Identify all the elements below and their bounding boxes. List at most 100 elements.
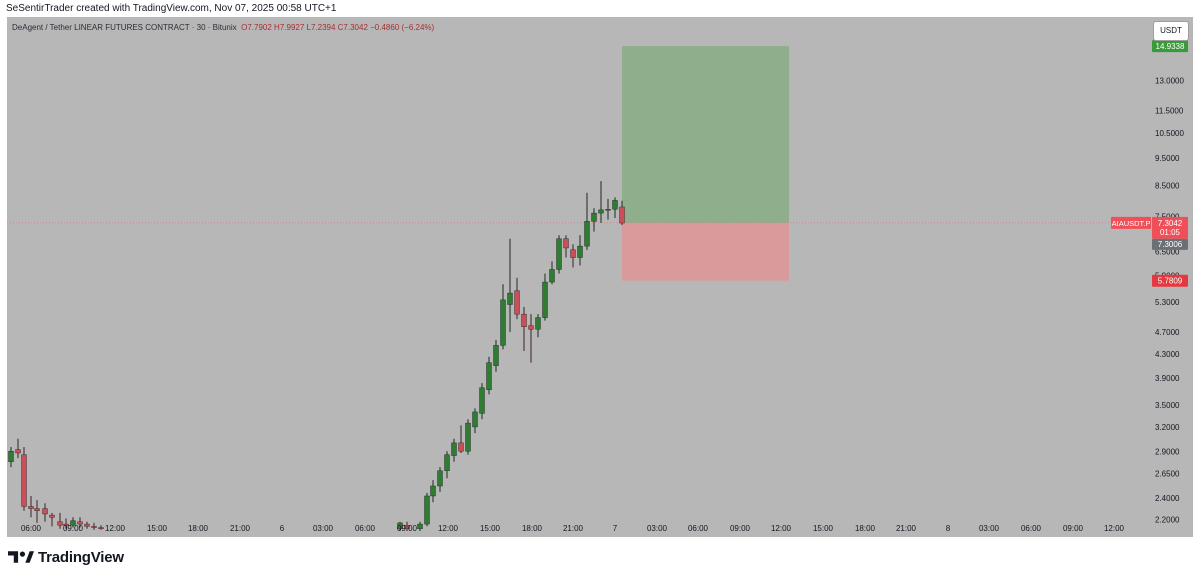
candle-up bbox=[598, 209, 604, 214]
symbol-description: DeAgent / Tether LINEAR FUTURES CONTRACT… bbox=[12, 23, 237, 32]
x-axis-tick-label: 15:00 bbox=[813, 524, 834, 533]
candle-up bbox=[535, 317, 541, 330]
prev-close-tag bbox=[1152, 238, 1188, 250]
candle-up bbox=[437, 470, 443, 487]
x-axis-tick-label: 7 bbox=[613, 524, 618, 533]
candle-down bbox=[28, 506, 34, 509]
candle-up bbox=[397, 522, 403, 529]
x-axis-tick-label: 21:00 bbox=[563, 524, 584, 533]
candle-up bbox=[542, 281, 548, 318]
candle-up bbox=[430, 485, 436, 497]
last-price-text: 7.3042 bbox=[1158, 219, 1183, 228]
tradingview-wordmark: TradingView bbox=[38, 548, 124, 566]
currency-button[interactable]: USDT bbox=[1153, 21, 1189, 41]
y-axis-tick-label: 2.9000 bbox=[1155, 447, 1180, 456]
candle-up bbox=[444, 454, 450, 471]
x-axis-tick-label: 18:00 bbox=[522, 524, 543, 533]
candle-up bbox=[70, 520, 76, 526]
x-axis-tick-label: 06:00 bbox=[1021, 524, 1042, 533]
x-axis-tick-label: 12:00 bbox=[105, 524, 126, 533]
candle-up bbox=[451, 442, 457, 456]
y-axis-tick-label: 4.7000 bbox=[1155, 328, 1180, 337]
x-axis-tick-label: 18:00 bbox=[855, 524, 876, 533]
candle-down bbox=[528, 325, 534, 330]
candle-up bbox=[577, 245, 583, 258]
candle-up bbox=[591, 212, 597, 222]
x-axis-tick-label: 6 bbox=[280, 524, 285, 533]
candle-up bbox=[584, 221, 590, 247]
candle-up bbox=[8, 451, 14, 462]
ohlc-values: O7.7902 H7.9927 L7.2394 C7.3042 −0.4860 … bbox=[241, 23, 435, 32]
y-axis-tick-label: 2.2000 bbox=[1155, 516, 1180, 525]
x-axis-tick-label: 09:00 bbox=[730, 524, 751, 533]
x-axis-tick-label: 21:00 bbox=[896, 524, 917, 533]
x-axis-tick-label: 12:00 bbox=[771, 524, 792, 533]
candle-up bbox=[465, 422, 471, 452]
candle-up bbox=[424, 495, 430, 525]
candle-down bbox=[98, 527, 104, 529]
candle-down bbox=[63, 523, 69, 526]
last-price-tag bbox=[1152, 216, 1188, 239]
x-axis-tick-label: 21:00 bbox=[230, 524, 251, 533]
y-axis-tick-label: 6.5000 bbox=[1155, 248, 1180, 257]
candle-down bbox=[21, 454, 27, 507]
x-axis-tick-label: 8 bbox=[946, 524, 951, 533]
candle-down bbox=[563, 238, 569, 249]
candle-down bbox=[458, 442, 464, 452]
symbol-tag-text: AIAUSDT.P bbox=[1112, 219, 1151, 228]
candle-up bbox=[479, 387, 485, 414]
footer-bar bbox=[0, 537, 1199, 577]
candle-down bbox=[619, 206, 625, 224]
x-axis-tick-label: 15:00 bbox=[480, 524, 501, 533]
x-axis-tick-label: 15:00 bbox=[147, 524, 168, 533]
x-axis-tick-label: 12:00 bbox=[438, 524, 459, 533]
candle-up bbox=[486, 362, 492, 390]
y-axis-tick-label: 10.5000 bbox=[1155, 129, 1184, 138]
target-price-text: 14.9338 bbox=[1156, 42, 1185, 51]
y-axis-tick-label: 13.0000 bbox=[1155, 76, 1184, 85]
stop-price-text: 5.7809 bbox=[1158, 277, 1183, 286]
tradingview-logo: TradingView bbox=[8, 548, 124, 566]
candle-down bbox=[57, 521, 63, 526]
y-axis-tick-label: 3.5000 bbox=[1155, 401, 1180, 410]
candle-down bbox=[91, 526, 97, 528]
y-axis-tick-label: 8.5000 bbox=[1155, 181, 1180, 190]
y-axis-tick-label: 2.4000 bbox=[1155, 494, 1180, 503]
y-axis-tick-label: 11.5000 bbox=[1155, 107, 1184, 116]
symbol-legend: DeAgent / Tether LINEAR FUTURES CONTRACT… bbox=[12, 23, 434, 32]
candle-up bbox=[417, 523, 423, 529]
candle-up bbox=[612, 200, 618, 210]
candle-down bbox=[521, 313, 527, 327]
y-axis-tick-label: 4.3000 bbox=[1155, 350, 1180, 359]
candle-down bbox=[404, 525, 410, 529]
x-axis-tick-label: 12:00 bbox=[1104, 524, 1125, 533]
x-axis-tick-label: 06:00 bbox=[355, 524, 376, 533]
chart-pane[interactable] bbox=[7, 17, 1193, 537]
candle-up bbox=[500, 299, 506, 346]
y-axis-tick-label: 7.5000 bbox=[1155, 212, 1180, 221]
candle-down bbox=[84, 523, 90, 527]
y-axis-tick-label: 2.6500 bbox=[1155, 470, 1180, 479]
x-axis-tick-label: 06:00 bbox=[688, 524, 709, 533]
y-axis-tick-label: 5.3000 bbox=[1155, 298, 1180, 307]
x-axis-tick-label: 03:00 bbox=[313, 524, 334, 533]
candle-down bbox=[34, 508, 40, 511]
y-axis-tick-label: 3.9000 bbox=[1155, 374, 1180, 383]
profit-target-zone bbox=[622, 46, 789, 223]
candle-up bbox=[556, 238, 562, 270]
attribution-bar: SeSentirTrader created with TradingView.… bbox=[0, 0, 1199, 17]
y-axis-tick-label: 3.2000 bbox=[1155, 423, 1180, 432]
candle-down bbox=[15, 449, 21, 454]
stop-price-tag bbox=[1152, 274, 1188, 287]
candle-down bbox=[42, 508, 48, 515]
symbol-tag bbox=[1111, 216, 1151, 229]
bar-countdown-text: 01:05 bbox=[1160, 228, 1181, 237]
x-axis-tick-label: 09:00 bbox=[1063, 524, 1084, 533]
x-axis-tick-label: 03:00 bbox=[979, 524, 1000, 533]
y-axis-tick-label: 9.5000 bbox=[1155, 154, 1180, 163]
x-axis-tick-label: 09:00 bbox=[63, 524, 84, 533]
candle-down bbox=[514, 290, 520, 315]
candle-down bbox=[77, 521, 83, 525]
candle-down bbox=[49, 514, 55, 518]
